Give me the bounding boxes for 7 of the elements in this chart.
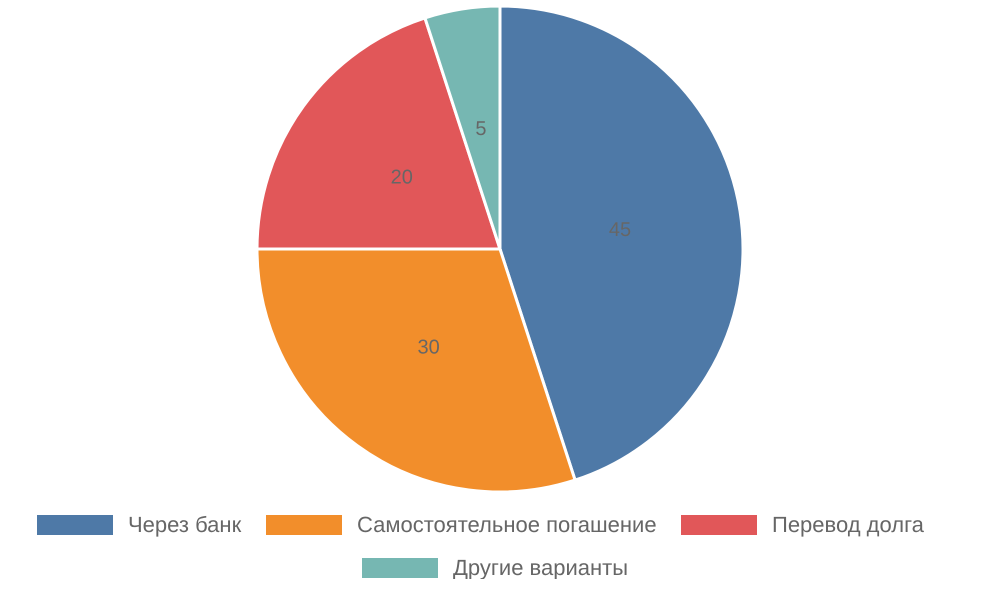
legend-label: Через банк <box>128 512 242 537</box>
legend-label: Перевод долга <box>772 512 925 537</box>
data-label: 5 <box>475 118 487 140</box>
data-label: 45 <box>608 218 632 241</box>
data-label: 30 <box>417 336 440 358</box>
legend-label: Самостоятельное погашение <box>357 512 657 537</box>
data-label: 20 <box>390 166 413 189</box>
